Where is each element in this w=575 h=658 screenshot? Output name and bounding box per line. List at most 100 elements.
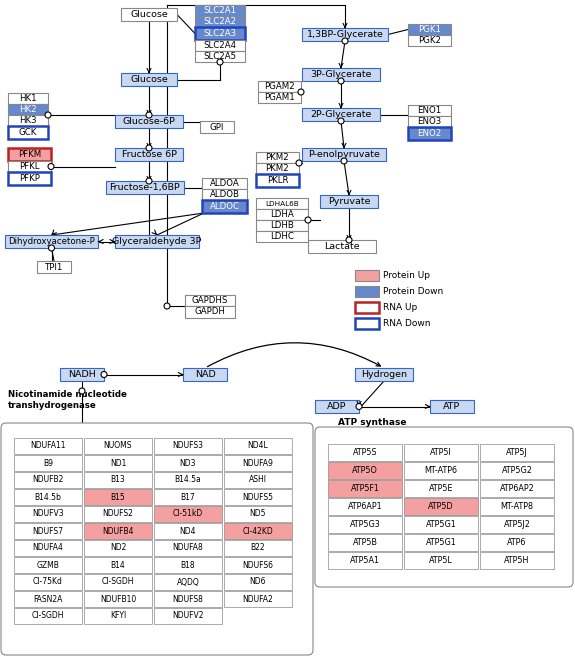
FancyBboxPatch shape bbox=[328, 516, 402, 533]
Text: B13: B13 bbox=[110, 476, 125, 484]
FancyBboxPatch shape bbox=[8, 115, 48, 126]
Text: ATP5D: ATP5D bbox=[428, 502, 454, 511]
FancyBboxPatch shape bbox=[154, 608, 222, 624]
Text: GAPDHS: GAPDHS bbox=[192, 296, 228, 305]
Circle shape bbox=[338, 78, 344, 84]
Text: ATP5J: ATP5J bbox=[506, 448, 528, 457]
FancyBboxPatch shape bbox=[14, 608, 82, 624]
Text: KFYI: KFYI bbox=[110, 611, 126, 620]
FancyBboxPatch shape bbox=[185, 306, 235, 318]
FancyBboxPatch shape bbox=[202, 178, 247, 189]
FancyBboxPatch shape bbox=[195, 40, 245, 51]
FancyBboxPatch shape bbox=[256, 163, 299, 174]
Circle shape bbox=[101, 372, 107, 378]
FancyBboxPatch shape bbox=[256, 198, 308, 209]
FancyBboxPatch shape bbox=[480, 552, 554, 569]
Text: RNA Down: RNA Down bbox=[383, 319, 431, 328]
Text: GAPDH: GAPDH bbox=[194, 307, 225, 316]
FancyBboxPatch shape bbox=[224, 455, 292, 471]
Text: CI-SGDH: CI-SGDH bbox=[32, 611, 64, 620]
Circle shape bbox=[146, 112, 152, 118]
Text: 2P-Glycerate: 2P-Glycerate bbox=[310, 110, 371, 119]
FancyBboxPatch shape bbox=[404, 534, 478, 551]
Text: ALDOC: ALDOC bbox=[209, 202, 240, 211]
Circle shape bbox=[356, 403, 362, 409]
FancyBboxPatch shape bbox=[115, 235, 199, 248]
Text: PFKL: PFKL bbox=[19, 162, 40, 171]
FancyBboxPatch shape bbox=[37, 261, 71, 273]
FancyBboxPatch shape bbox=[408, 105, 451, 116]
FancyBboxPatch shape bbox=[355, 270, 379, 281]
Text: ATP5G3: ATP5G3 bbox=[350, 520, 381, 529]
FancyBboxPatch shape bbox=[154, 438, 222, 454]
Text: NDUFV3: NDUFV3 bbox=[32, 509, 64, 519]
FancyBboxPatch shape bbox=[185, 295, 235, 306]
Text: PGK2: PGK2 bbox=[418, 36, 441, 45]
FancyBboxPatch shape bbox=[480, 480, 554, 497]
Circle shape bbox=[146, 145, 152, 151]
Text: NDUFA2: NDUFA2 bbox=[243, 594, 273, 603]
Text: MT-ATP8: MT-ATP8 bbox=[500, 502, 534, 511]
Text: 3P-Glycerate: 3P-Glycerate bbox=[310, 70, 372, 79]
Text: ATP5G1: ATP5G1 bbox=[426, 538, 457, 547]
Text: RNA Up: RNA Up bbox=[383, 303, 417, 312]
Text: PKM2: PKM2 bbox=[266, 164, 289, 173]
FancyBboxPatch shape bbox=[224, 438, 292, 454]
FancyBboxPatch shape bbox=[404, 516, 478, 533]
Text: Lactate: Lactate bbox=[324, 242, 360, 251]
Text: LDHB: LDHB bbox=[270, 221, 294, 230]
Text: GPI: GPI bbox=[210, 122, 224, 132]
FancyBboxPatch shape bbox=[60, 368, 104, 381]
FancyBboxPatch shape bbox=[154, 540, 222, 556]
Text: Nicotinamide nucleotide
transhydrogenase: Nicotinamide nucleotide transhydrogenase bbox=[8, 390, 127, 410]
Text: NDUFS7: NDUFS7 bbox=[33, 526, 63, 536]
FancyBboxPatch shape bbox=[84, 438, 152, 454]
FancyBboxPatch shape bbox=[84, 455, 152, 471]
FancyBboxPatch shape bbox=[256, 220, 308, 231]
Text: NDUFS2: NDUFS2 bbox=[102, 509, 133, 519]
FancyBboxPatch shape bbox=[308, 240, 376, 253]
Text: Pyruvate: Pyruvate bbox=[328, 197, 370, 206]
Text: LDHAL6B: LDHAL6B bbox=[265, 201, 299, 207]
Text: NUOMS: NUOMS bbox=[104, 442, 132, 451]
FancyBboxPatch shape bbox=[355, 302, 379, 313]
Text: Glucose-6P: Glucose-6P bbox=[122, 117, 175, 126]
Text: B9: B9 bbox=[43, 459, 53, 467]
Text: NDUFA4: NDUFA4 bbox=[33, 544, 63, 553]
FancyBboxPatch shape bbox=[14, 523, 82, 539]
Text: HK3: HK3 bbox=[19, 116, 37, 125]
Text: GZMB: GZMB bbox=[37, 561, 59, 570]
Text: NDUFA8: NDUFA8 bbox=[172, 544, 204, 553]
FancyBboxPatch shape bbox=[408, 116, 451, 127]
FancyBboxPatch shape bbox=[404, 498, 478, 515]
FancyBboxPatch shape bbox=[154, 472, 222, 488]
FancyBboxPatch shape bbox=[480, 444, 554, 461]
FancyBboxPatch shape bbox=[8, 126, 48, 139]
FancyBboxPatch shape bbox=[154, 455, 222, 471]
Text: CI-75Kd: CI-75Kd bbox=[33, 578, 63, 586]
FancyBboxPatch shape bbox=[14, 489, 82, 505]
FancyBboxPatch shape bbox=[302, 148, 386, 161]
FancyBboxPatch shape bbox=[154, 557, 222, 573]
FancyBboxPatch shape bbox=[84, 557, 152, 573]
Text: SLC2A4: SLC2A4 bbox=[204, 41, 236, 50]
Text: ATP5A1: ATP5A1 bbox=[350, 556, 380, 565]
Text: CI-51kD: CI-51kD bbox=[173, 509, 203, 519]
FancyBboxPatch shape bbox=[302, 28, 388, 41]
Text: Fructose-1,6BP: Fructose-1,6BP bbox=[110, 183, 181, 192]
FancyBboxPatch shape bbox=[202, 189, 247, 200]
Circle shape bbox=[342, 38, 348, 44]
Text: ENO1: ENO1 bbox=[417, 106, 442, 115]
Text: PGK1: PGK1 bbox=[418, 25, 441, 34]
FancyBboxPatch shape bbox=[408, 35, 451, 46]
Text: ATP5E: ATP5E bbox=[429, 484, 453, 493]
Text: Glyceraldehyde 3P: Glyceraldehyde 3P bbox=[112, 237, 202, 246]
FancyBboxPatch shape bbox=[256, 209, 308, 220]
FancyBboxPatch shape bbox=[14, 506, 82, 522]
Text: 1,3BP-Glycerate: 1,3BP-Glycerate bbox=[306, 30, 384, 39]
FancyBboxPatch shape bbox=[430, 400, 474, 413]
FancyBboxPatch shape bbox=[154, 574, 222, 590]
FancyBboxPatch shape bbox=[328, 462, 402, 479]
Text: ATP5I: ATP5I bbox=[430, 448, 452, 457]
Circle shape bbox=[341, 158, 347, 164]
